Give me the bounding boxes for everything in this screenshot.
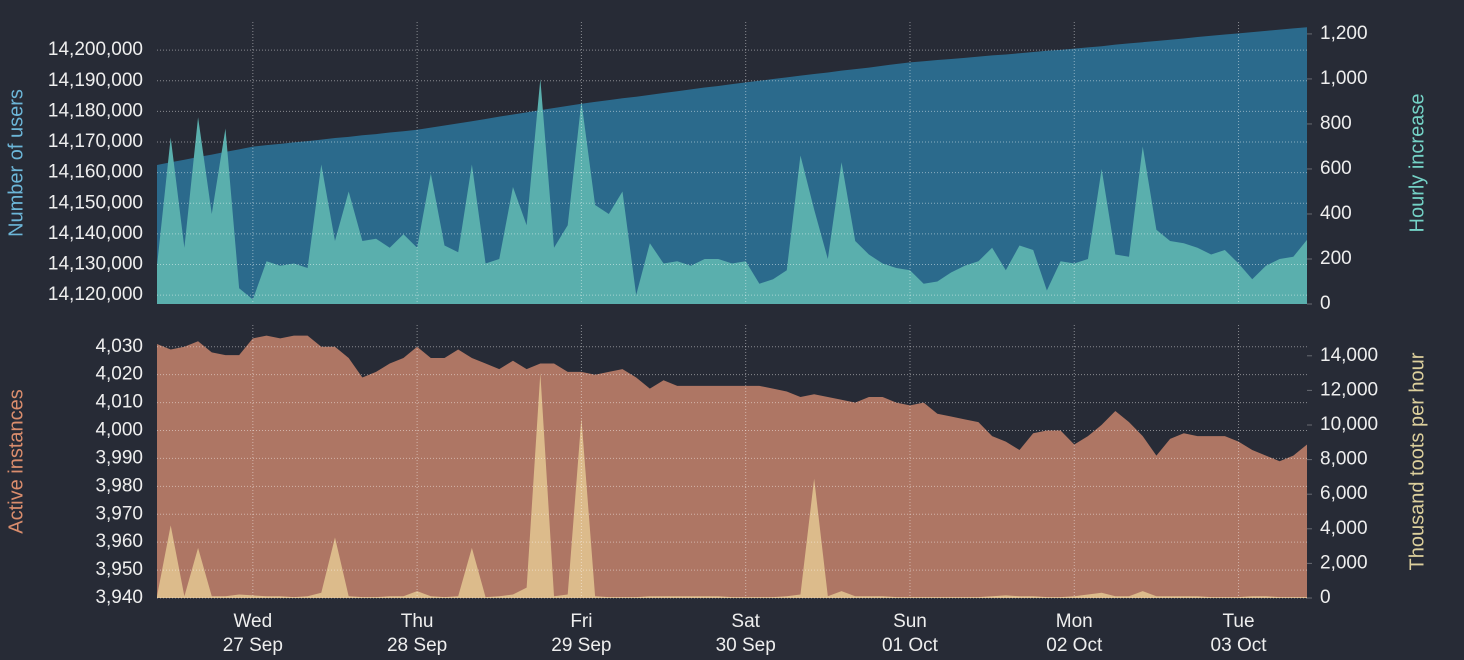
y-tick-label: 14,130,000 — [48, 254, 143, 275]
y-tick-label: 14,120,000 — [48, 284, 143, 305]
y-axis-title: Number of users — [5, 89, 27, 237]
y2-tick-label: 2,000 — [1320, 552, 1368, 573]
y2-tick-label: 8,000 — [1320, 449, 1368, 470]
x-tick-label: Thu 28 Sep — [386, 611, 448, 656]
y-tick-label: 4,000 — [95, 420, 143, 441]
y2-tick-label: 14,000 — [1320, 345, 1378, 366]
y2-axis-title: Hourly increase — [1406, 94, 1428, 233]
y2-axis-title: Thousand toots per hour — [1406, 352, 1428, 570]
y-tick-label: 14,190,000 — [48, 70, 143, 91]
y-tick-label: 4,010 — [95, 392, 143, 413]
y-tick-label: 3,940 — [95, 587, 143, 608]
y-tick-label: 4,030 — [95, 336, 143, 357]
y-tick-label: 3,990 — [95, 447, 143, 468]
y2-tick-label: 4,000 — [1320, 518, 1368, 539]
y2-tick-label: 400 — [1320, 203, 1352, 224]
y-tick-label: 3,960 — [95, 531, 143, 552]
y-tick-label: 14,170,000 — [48, 131, 143, 152]
y2-tick-label: 10,000 — [1320, 414, 1378, 435]
y-tick-label: 3,950 — [95, 559, 143, 580]
x-tick-label: Sat 30 Sep — [715, 611, 776, 656]
x-tick-label: Tue 03 Oct — [1210, 611, 1267, 656]
x-tick-label: Fri 29 Sep — [551, 611, 612, 656]
y2-tick-label: 0 — [1320, 587, 1331, 608]
area — [157, 27, 1307, 305]
area — [157, 78, 1307, 304]
y-tick-label: 3,970 — [95, 503, 143, 524]
y2-tick-label: 200 — [1320, 248, 1352, 269]
y-axis-title: Active instances — [5, 389, 27, 534]
y-tick-label: 14,150,000 — [48, 192, 143, 213]
area — [157, 335, 1307, 598]
y2-tick-label: 0 — [1320, 293, 1331, 314]
y-tick-label: 4,020 — [95, 364, 143, 385]
y-tick-label: 14,160,000 — [48, 162, 143, 183]
y2-tick-label: 600 — [1320, 158, 1352, 179]
x-tick-label: Sun 01 Oct — [881, 611, 938, 656]
y-tick-label: 14,180,000 — [48, 100, 143, 121]
y-tick-label: 3,980 — [95, 475, 143, 496]
x-tick-label: Wed 27 Sep — [222, 611, 283, 656]
y2-tick-label: 1,200 — [1320, 23, 1368, 44]
y-tick-label: 14,200,000 — [48, 39, 143, 60]
y2-tick-label: 12,000 — [1320, 379, 1378, 400]
y-tick-label: 14,140,000 — [48, 223, 143, 244]
y2-tick-label: 800 — [1320, 113, 1352, 134]
x-tick-label: Mon 02 Oct — [1046, 611, 1103, 656]
y2-tick-label: 6,000 — [1320, 483, 1368, 504]
y2-tick-label: 1,000 — [1320, 68, 1368, 89]
